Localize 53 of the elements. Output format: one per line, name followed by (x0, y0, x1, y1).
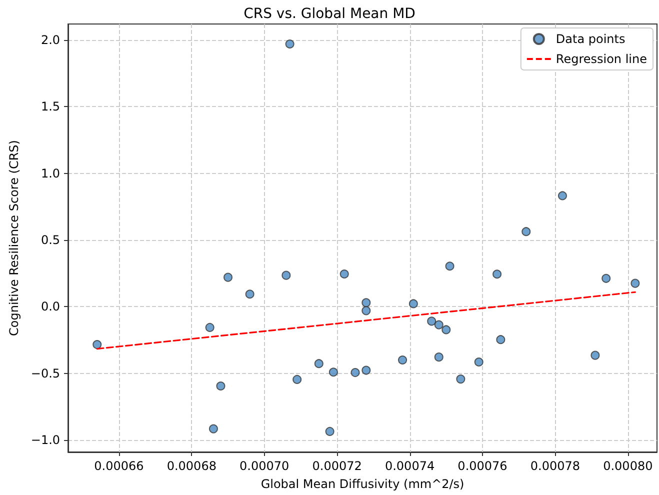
x-tick-label: 0.00070 (240, 459, 290, 473)
point (445, 262, 454, 271)
point (434, 320, 444, 330)
point (456, 374, 466, 384)
y-axis-title: Cognitive Resilience Score (CRS) (7, 140, 21, 336)
point (216, 382, 226, 390)
chart-title: CRS vs. Global Mean MD (244, 6, 416, 22)
point (92, 340, 102, 350)
point (590, 350, 600, 360)
point (558, 191, 567, 200)
x-tick-label: 0.00080 (603, 459, 653, 473)
legend-label: Regression line (556, 52, 647, 66)
point (427, 316, 436, 326)
point (205, 322, 214, 332)
y-tick-label: −1.0 (30, 433, 60, 447)
point (340, 270, 349, 278)
y-tick-label: 2.0 (40, 33, 60, 47)
point (350, 368, 360, 378)
point (630, 278, 640, 288)
x-tick-label: 0.00076 (458, 459, 508, 473)
point (496, 335, 506, 344)
point (442, 325, 451, 334)
point (292, 374, 302, 384)
point (602, 274, 611, 283)
point (245, 290, 254, 299)
y-tick-label: 1.0 (40, 166, 60, 180)
point (208, 424, 218, 434)
y-tick-label: −0.5 (30, 366, 60, 380)
point (362, 298, 371, 308)
point (325, 426, 334, 436)
point (362, 306, 371, 316)
point (474, 358, 484, 366)
point (285, 40, 294, 48)
point (408, 299, 418, 308)
point (282, 270, 291, 280)
x-tick-label: 0.00068 (166, 459, 216, 473)
y-tick-label: 1.5 (40, 100, 60, 114)
y-tick-label: 0.0 (40, 300, 60, 314)
y-tick-label: 0.5 (40, 233, 60, 247)
point (314, 359, 324, 368)
x-tick-label: 0.00078 (530, 459, 580, 473)
point (492, 270, 502, 279)
point (224, 272, 233, 282)
x-tick-label: 0.00072 (312, 459, 362, 473)
x-tick-label: 0.00074 (384, 459, 435, 473)
x-tick-label: 0.00066 (94, 459, 144, 473)
legend-label: Data points (556, 32, 626, 46)
point (434, 352, 444, 362)
point (362, 366, 371, 375)
point (398, 356, 408, 364)
x-axis-title: Global Mean Diffusivity (mm^2/s) (260, 477, 464, 491)
point (522, 227, 531, 236)
point (328, 368, 338, 377)
